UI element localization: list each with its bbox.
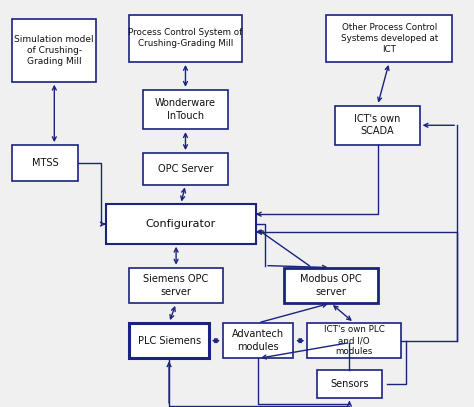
Text: Advantech
modules: Advantech modules <box>232 329 284 352</box>
Text: ICT's own
SCADA: ICT's own SCADA <box>355 114 401 136</box>
Text: Process Control System of
Crushing-Grading Mill: Process Control System of Crushing-Gradi… <box>128 28 243 48</box>
Text: Siemens OPC
server: Siemens OPC server <box>144 274 209 297</box>
Text: OPC Server: OPC Server <box>158 164 213 174</box>
Text: ICT's own PLC
and I/O
modules: ICT's own PLC and I/O modules <box>324 325 384 356</box>
FancyBboxPatch shape <box>223 323 293 359</box>
Text: Modbus OPC
server: Modbus OPC server <box>300 274 362 297</box>
Text: Simulation model
of Crushing-
Grading Mill: Simulation model of Crushing- Grading Mi… <box>15 35 94 66</box>
FancyBboxPatch shape <box>143 90 228 129</box>
FancyBboxPatch shape <box>326 15 453 62</box>
FancyBboxPatch shape <box>12 145 78 181</box>
FancyBboxPatch shape <box>284 267 377 303</box>
Text: PLC Siemens: PLC Siemens <box>137 336 201 346</box>
Text: Configurator: Configurator <box>146 219 216 229</box>
FancyBboxPatch shape <box>12 19 97 82</box>
FancyBboxPatch shape <box>129 267 223 303</box>
FancyBboxPatch shape <box>143 153 228 184</box>
Text: Sensors: Sensors <box>330 379 369 389</box>
FancyBboxPatch shape <box>106 204 256 244</box>
Text: MTSS: MTSS <box>32 158 58 168</box>
Text: Other Process Control
Systems developed at
ICT: Other Process Control Systems developed … <box>341 23 438 54</box>
FancyBboxPatch shape <box>336 105 419 145</box>
FancyBboxPatch shape <box>307 323 401 359</box>
FancyBboxPatch shape <box>317 370 382 398</box>
FancyBboxPatch shape <box>129 15 242 62</box>
FancyBboxPatch shape <box>129 323 209 359</box>
Text: Wonderware
InTouch: Wonderware InTouch <box>155 98 216 120</box>
